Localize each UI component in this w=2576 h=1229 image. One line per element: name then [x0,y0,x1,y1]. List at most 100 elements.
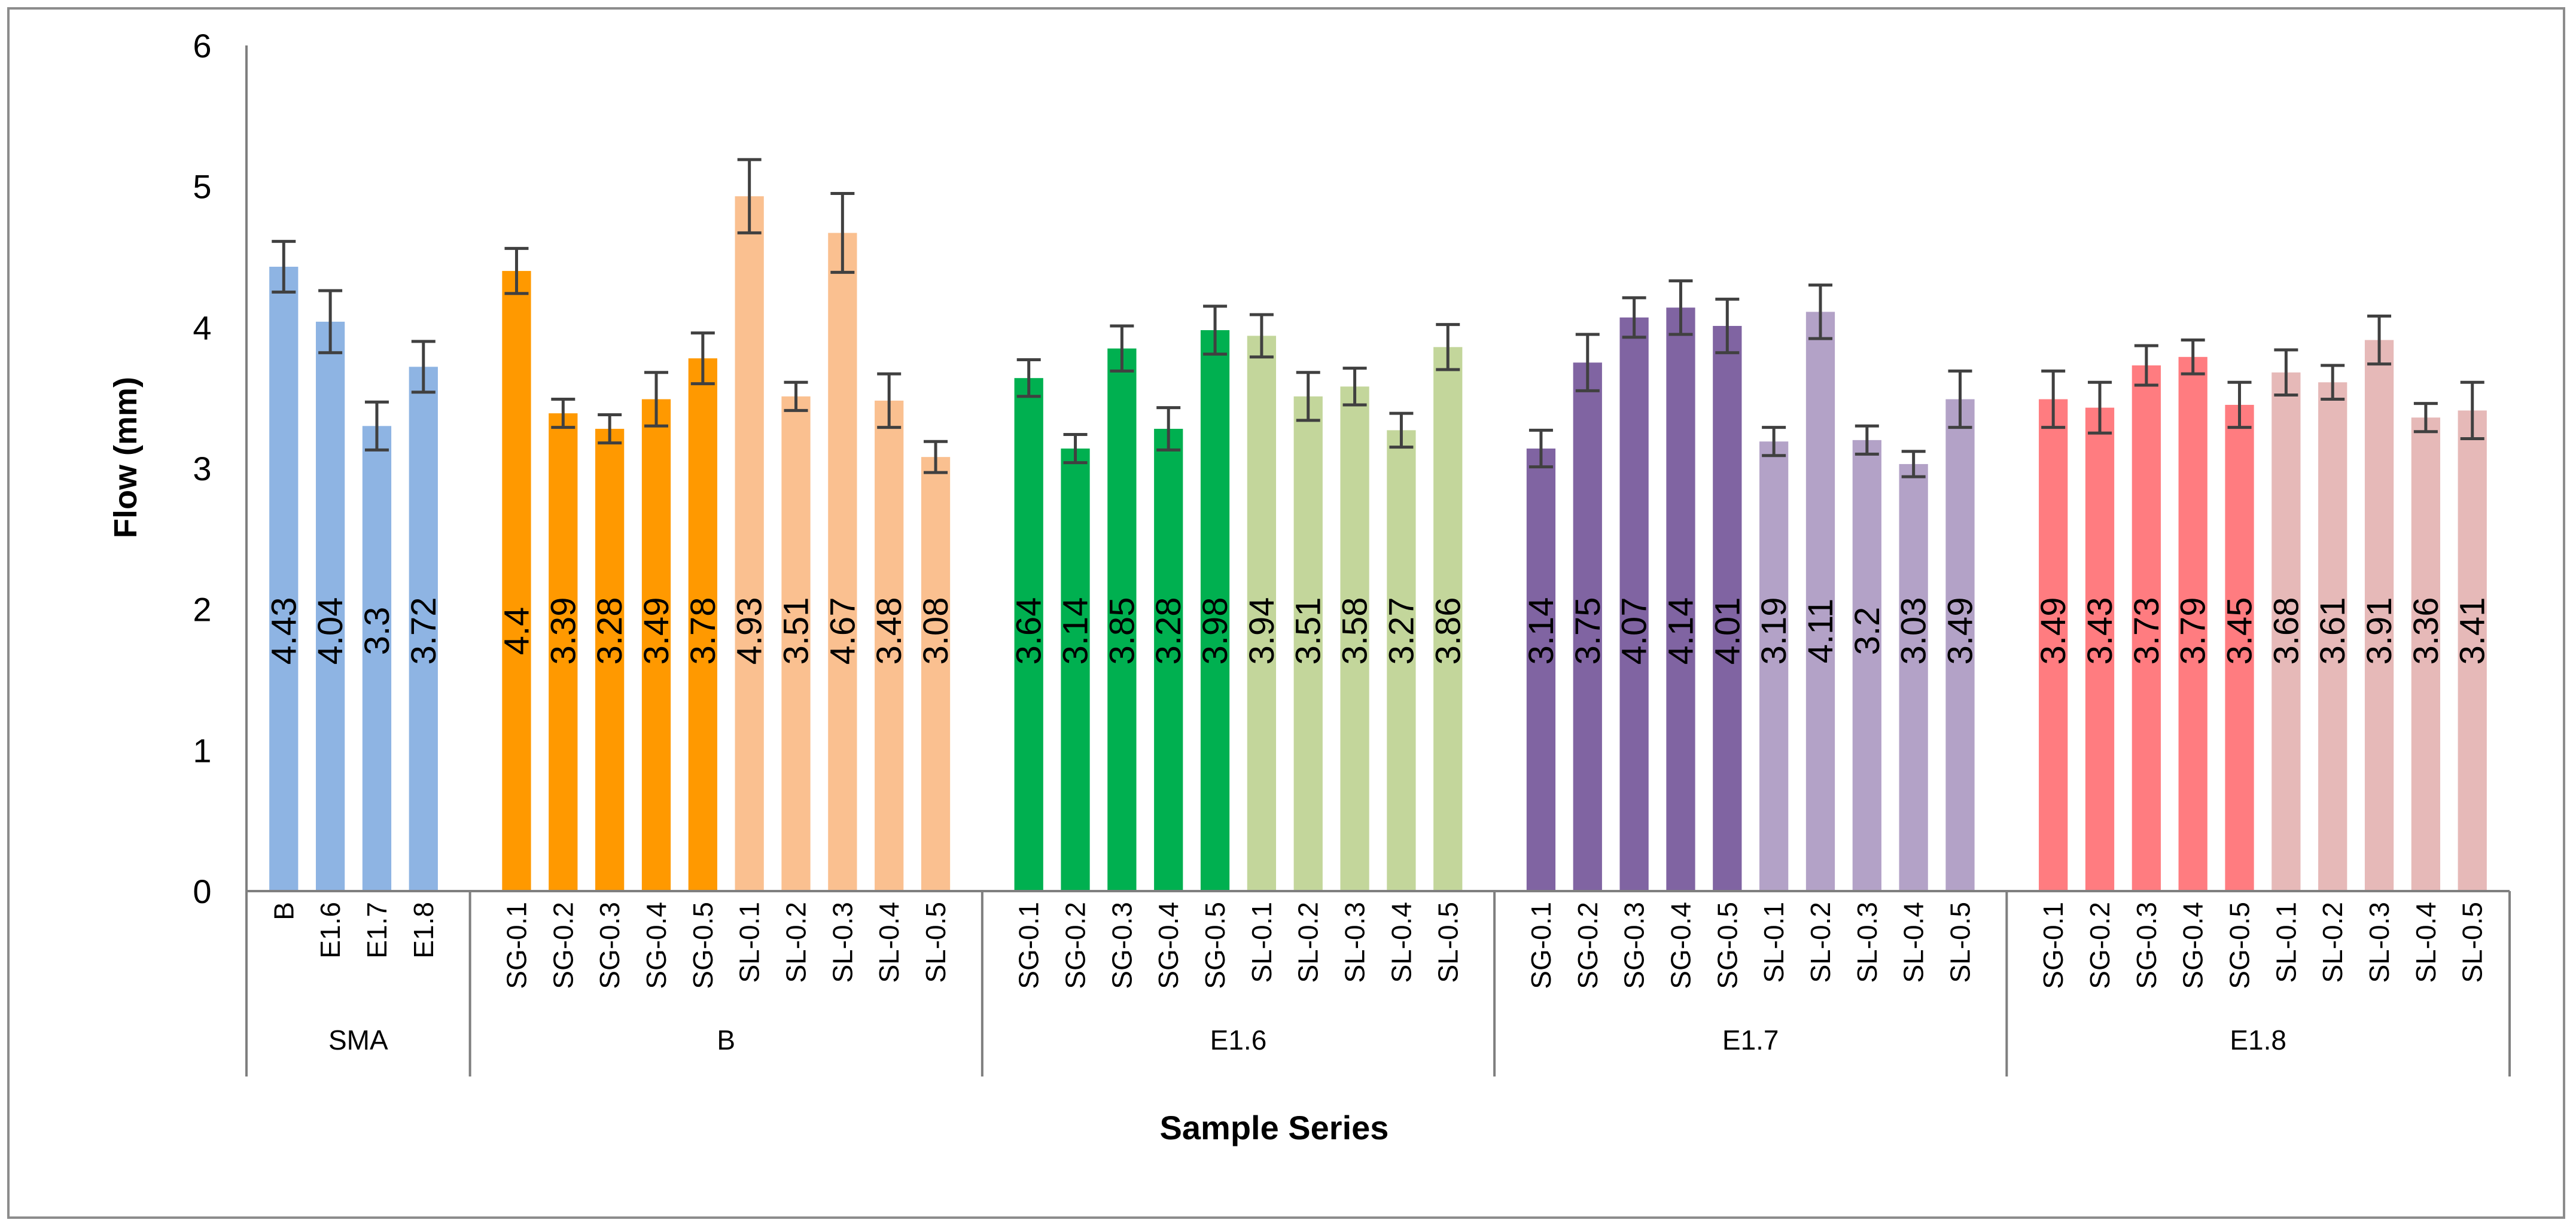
category-label: SG-0.2 [1060,902,1091,989]
category-label: SL-0.1 [1246,902,1277,983]
category-label: SG-0.4 [641,902,672,989]
bar [1619,317,1649,891]
bar [2085,407,2115,891]
category-label: E1.7 [361,902,392,959]
bar [641,399,671,891]
bar [2039,399,2068,891]
data-label: 4.04 [311,597,350,665]
data-label: 3.45 [2221,597,2260,665]
bar [362,426,392,891]
bar [1340,386,1369,891]
data-label: 4.11 [1801,599,1840,664]
category-label: SG-0.3 [1619,902,1650,989]
data-label: 3.28 [1149,597,1188,665]
data-label: 3.86 [1429,597,1467,665]
category-label: SL-0.3 [827,902,858,983]
category-label: SG-0.1 [1013,902,1045,989]
data-label: 4.93 [730,597,769,665]
bar [921,457,951,891]
data-label: 4.67 [823,597,862,665]
category-label: SG-0.3 [594,902,625,989]
bar [1945,399,1975,891]
error-bars [272,158,2484,478]
bar [1852,440,1881,891]
data-label: 3.51 [777,597,816,665]
data-label: 3.28 [590,597,629,665]
category-label: SL-0.4 [1386,902,1417,983]
data-label: 3.68 [2267,597,2306,665]
bar [2364,340,2394,891]
bar [502,271,531,892]
category-label: E1.8 [408,902,439,959]
category-label: SG-0.5 [687,902,718,989]
bar [1713,325,1742,891]
bar [315,321,345,891]
bar [1433,347,1463,891]
bar [781,396,811,891]
category-label: SL-0.2 [1293,902,1324,983]
bar [1154,429,1183,891]
bar [2318,382,2347,891]
group-label: B [717,1024,735,1056]
category-label: SG-0.1 [1525,902,1557,989]
data-label: 3.3 [358,607,397,655]
bar [2178,356,2207,891]
data-label: 3.14 [1056,597,1095,665]
bar-series [269,196,2487,892]
data-label: 3.61 [2313,597,2352,665]
bar [828,233,857,892]
y-tick-label: 0 [193,873,211,910]
category-label: SG-0.5 [2224,902,2255,989]
bar [2271,372,2301,891]
category-label: SL-0.1 [734,902,765,983]
data-label: 3.73 [2127,597,2166,665]
bar [1387,430,1416,891]
bar [549,413,578,891]
data-label: 3.64 [1010,597,1049,665]
bar [2225,404,2254,891]
data-label: 3.36 [2407,597,2446,665]
data-label: 3.91 [2360,597,2399,665]
category-label: SG-0.1 [2038,902,2069,989]
bar [1293,396,1323,891]
category-label: SL-0.3 [2364,902,2395,983]
data-label: 3.41 [2453,597,2492,665]
data-label: 3.48 [870,597,909,665]
bar [1061,449,1090,891]
category-label: B [268,902,299,920]
bar [1573,362,1602,891]
group-label: SMA [328,1024,388,1056]
category-label: SL-0.3 [1339,902,1371,983]
bar [1526,449,1556,891]
category-label: SL-0.3 [1852,902,1883,983]
category-label: SG-0.3 [2131,902,2162,989]
category-label: SL-0.4 [2410,902,2441,983]
bar [1107,348,1137,891]
data-label: 3.75 [1569,597,1607,665]
group-label: E1.7 [1722,1024,1779,1056]
y-axis-ticks: 0 1 2 3 4 5 6 [193,27,211,910]
data-label: 3.49 [2034,597,2073,665]
data-label: 3.94 [1243,597,1281,665]
bar [1014,378,1043,891]
data-label: 3.39 [544,597,583,665]
data-label: 3.14 [1522,597,1561,665]
bar [1899,463,1928,891]
data-label: 3.49 [1941,597,1980,665]
y-axis-title: Flow (mm) [108,377,144,538]
data-label: 3.2 [1848,607,1887,655]
category-label: SG-0.5 [1712,902,1743,989]
data-label: 4.43 [264,597,303,665]
bar [735,196,764,891]
category-label: SG-0.3 [1106,902,1137,989]
data-label: 3.19 [1755,597,1794,665]
data-label: 4.14 [1661,597,1700,665]
x-axis-title: Sample Series [1160,1109,1389,1146]
category-label: SL-0.4 [1898,902,1929,983]
bar [2132,365,2161,891]
category-label: SG-0.1 [501,902,532,989]
data-label: 3.98 [1196,597,1235,665]
x-axis: B E1.6 E1.7 E1.8 SG-0.1 SG-0.2 SG-0.3 SG-0.4 SG-… [245,45,2511,1076]
category-label: SL-0.5 [2457,902,2488,983]
category-label: SL-0.5 [920,902,951,983]
